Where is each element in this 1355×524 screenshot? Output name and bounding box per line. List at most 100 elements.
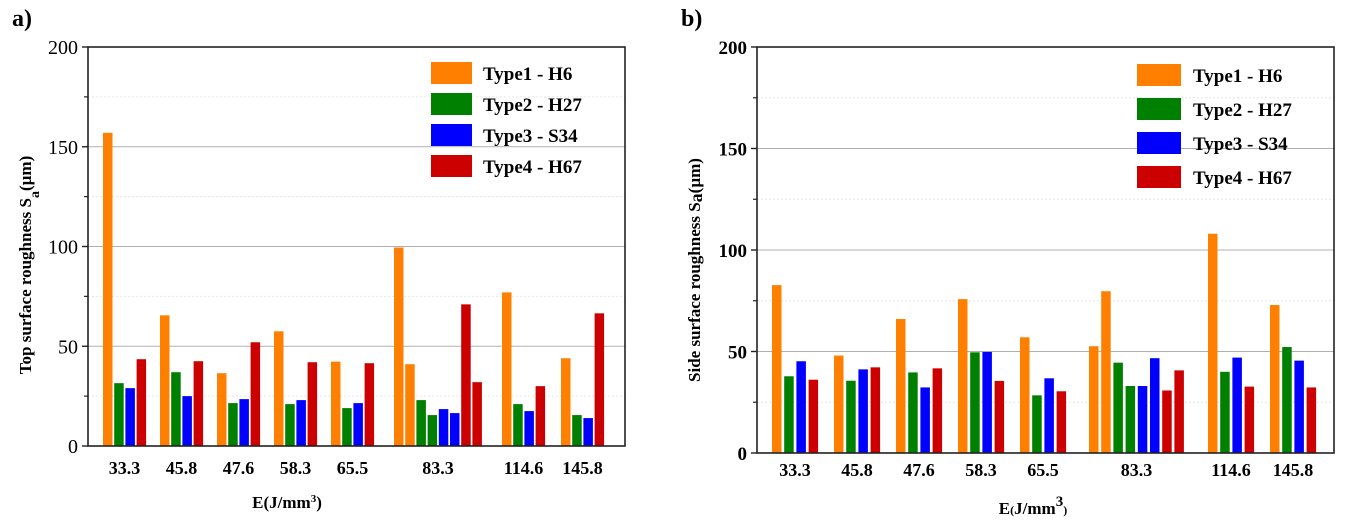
legend-swatch: [431, 93, 472, 115]
chart-a-top-surface-roughness: a) 0 50 100 150 200 33.3 45.8 47.6 58.3 65.5 83.3…: [12, 6, 626, 512]
bar-type4-h67-47.6: [932, 368, 943, 453]
bar-type1-h6-145.8: [1270, 305, 1280, 453]
bar-type3-s34-83.3-2: [1150, 358, 1160, 453]
bar-type1-h6-47.6: [896, 319, 906, 453]
bar-type1-h6-65.5: [331, 361, 341, 446]
bar-type2-h27-145.8: [572, 415, 582, 446]
x-tick-label: 83.3: [1121, 460, 1153, 480]
bar-type3-s34-47.6: [239, 399, 249, 446]
x-tick-label: 65.5: [1027, 460, 1059, 480]
bar-type4-h67-45.8: [193, 361, 204, 446]
bar-type4-h67-45.8: [870, 367, 881, 453]
legend-label: Type4 - H67: [483, 157, 582, 178]
bar-type1-h6-47.6: [217, 373, 227, 446]
bar-type3-s34-33.3: [125, 388, 135, 446]
y-tick-label: 200: [719, 38, 748, 59]
y-tick-label: 100: [48, 237, 78, 259]
bar-type3-s34-58.3: [982, 351, 992, 453]
legend-label: Type1 - H6: [1193, 66, 1282, 87]
x-tick-label: 58.3: [965, 460, 997, 480]
y-tick-label: 150: [719, 140, 748, 161]
legend-swatch: [431, 124, 472, 146]
panel-label-b: b): [681, 6, 702, 32]
bar-type3-s34-145.8: [583, 418, 593, 446]
x-tick-label: 47.6: [223, 458, 255, 478]
chart-a-y-ticks: 0 50 100 150 200: [48, 37, 88, 458]
x-tick-label: 83.3: [422, 458, 454, 478]
bar-type2-h27-114.6: [513, 404, 523, 446]
x-tick-label: 45.8: [166, 458, 198, 478]
bar-type4-h67-114.6: [535, 386, 546, 446]
bar-type2-h27-47.6: [228, 403, 238, 446]
bar-type1-h6-45.8: [834, 355, 844, 453]
bar-type3-s34-65.5: [353, 403, 363, 446]
bar-type2-h27-83.3-1: [1113, 362, 1123, 453]
bar-type2-h27-33.3: [784, 376, 794, 453]
bar-type1-h6-83.3-2: [1101, 291, 1111, 453]
x-tick-label: 47.6: [903, 460, 935, 480]
bar-type2-h27-45.8: [846, 380, 856, 453]
bar-type4-h67-47.6: [250, 342, 261, 446]
bar-type4-h67-114.6: [1244, 386, 1255, 453]
bar-type3-s34-33.3: [796, 361, 806, 453]
x-tick-label: 58.3: [280, 458, 312, 478]
bar-type1-h6-58.3: [274, 331, 284, 446]
legend-swatch: [1137, 64, 1181, 86]
bar-type3-s34-83.3-1: [1137, 386, 1148, 453]
legend-label: Type3 - S34: [483, 126, 578, 147]
chart-a-bars: [103, 132, 605, 446]
bar-type1-h6-65.5: [1020, 337, 1030, 453]
y-tick-label: 50: [728, 343, 747, 364]
bar-type4-h67-65.5: [364, 363, 375, 446]
y-tick-label: 200: [48, 37, 78, 59]
bar-type4-h67-58.3: [307, 362, 318, 446]
legend-swatch: [1137, 98, 1181, 120]
bar-type4-h67-83.3-2: [1174, 370, 1184, 453]
y-tick-label: 100: [719, 241, 748, 262]
y-tick-label: 0: [738, 444, 748, 465]
bar-type1-h6-83.3-1: [1089, 346, 1099, 453]
bar-type2-h27-58.3: [970, 352, 980, 453]
bar-type3-s34-45.8: [858, 369, 868, 453]
legend-label: Type2 - H27: [483, 95, 582, 116]
bar-type2-h27-45.8: [171, 372, 181, 446]
bar-type2-h27-58.3: [285, 404, 295, 446]
chart-b-bars: [772, 233, 1317, 453]
bar-type4-h67-83.3-1: [461, 304, 471, 446]
chart-b-side-surface-roughness: b) 0 50 100 150 200 33.3 45.8 47.6 58.3 65.5 83.3…: [681, 6, 1335, 518]
bar-type2-h27-83.3-1: [416, 400, 426, 446]
bar-type1-h6-33.3: [103, 132, 113, 446]
chart-b-gridlines: [757, 97, 1334, 403]
legend-swatch: [1137, 166, 1181, 188]
bar-type3-s34-114.6: [1232, 357, 1242, 453]
bar-type3-s34-83.3-1: [438, 409, 449, 446]
bar-type4-h67-33.3: [136, 359, 147, 446]
x-tick-label: 45.8: [841, 460, 873, 480]
bar-type1-h6-114.6: [502, 292, 512, 446]
panel-label-a: a): [12, 6, 32, 32]
chart-b-y-axis-title: Side surface roughness Sa(µm): [685, 158, 706, 382]
bar-type4-h67-65.5: [1056, 391, 1067, 453]
x-tick-label: 33.3: [109, 458, 141, 478]
y-tick-label: 0: [68, 436, 78, 458]
x-tick-label: 145.8: [1273, 460, 1314, 480]
bar-type4-h67-145.8: [1306, 387, 1317, 453]
bar-type3-s34-58.3: [296, 400, 306, 446]
bar-type3-s34-45.8: [182, 396, 192, 446]
x-tick-label: 65.5: [337, 458, 369, 478]
x-tick-label: 33.3: [779, 460, 811, 480]
bar-type4-h67-33.3: [808, 379, 819, 453]
bar-type3-s34-145.8: [1294, 360, 1304, 453]
chart-b-x-ticks: 33.3 45.8 47.6 58.3 65.5 83.3 114.6 145.8: [779, 460, 1313, 480]
bar-type1-h6-45.8: [160, 315, 170, 446]
bar-type4-h67-145.8: [594, 313, 605, 446]
bar-type1-h6-145.8: [561, 358, 571, 446]
bar-type1-h6-33.3: [772, 285, 782, 453]
bar-type2-h27-145.8: [1282, 347, 1292, 453]
bar-type4-h67-83.3-1: [1162, 390, 1172, 453]
bar-type4-h67-83.3-2: [472, 382, 482, 446]
chart-b-legend: Type1 - H6 Type2 - H27 Type3 - S34 Type4 - …: [1137, 64, 1292, 189]
bar-type2-h27-65.5: [342, 408, 352, 446]
y-tick-label: 150: [48, 137, 78, 159]
